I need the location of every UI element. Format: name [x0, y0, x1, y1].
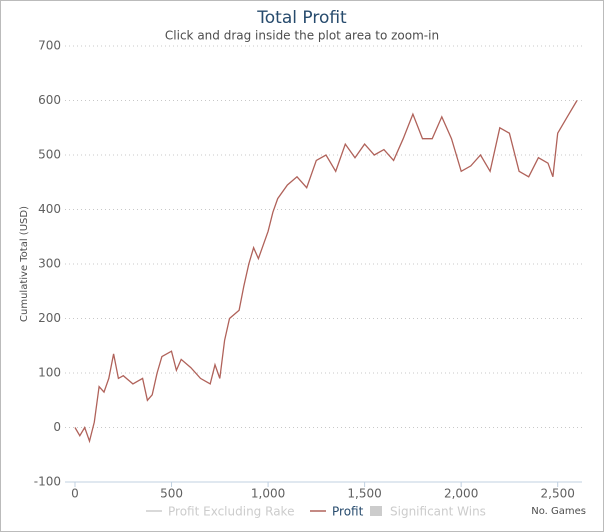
y-tick-label: 0 — [53, 420, 61, 434]
y-tick-label: -100 — [34, 475, 61, 489]
y-tick-label: 500 — [38, 148, 61, 162]
y-axis-title: Cumulative Total (USD) — [19, 206, 30, 322]
x-tick-label: 500 — [160, 487, 183, 501]
legend-label: Profit Excluding Rake — [168, 505, 294, 519]
x-tick-label: 1,000 — [251, 487, 285, 501]
y-tick-label: 300 — [38, 257, 61, 271]
legend-label: Significant Wins — [390, 505, 486, 519]
y-tick-label: 400 — [38, 202, 61, 216]
x-axis-title: No. Games — [531, 506, 586, 517]
chart-subtitle: Click and drag inside the plot area to z… — [165, 29, 439, 43]
x-tick-label: 2,500 — [541, 487, 575, 501]
y-tick-label: 200 — [38, 311, 61, 325]
x-tick-label: 2,000 — [444, 487, 478, 501]
y-tick-label: 100 — [38, 366, 61, 380]
legend-symbol — [370, 506, 382, 516]
chart-title: Total Profit — [256, 8, 347, 28]
x-tick-label: 1,500 — [347, 487, 381, 501]
series-line — [74, 100, 578, 444]
y-tick-label: 600 — [38, 93, 61, 107]
legend-label: Profit — [332, 505, 364, 519]
y-tick-label: 700 — [38, 39, 61, 53]
x-tick-label: 0 — [71, 487, 79, 501]
